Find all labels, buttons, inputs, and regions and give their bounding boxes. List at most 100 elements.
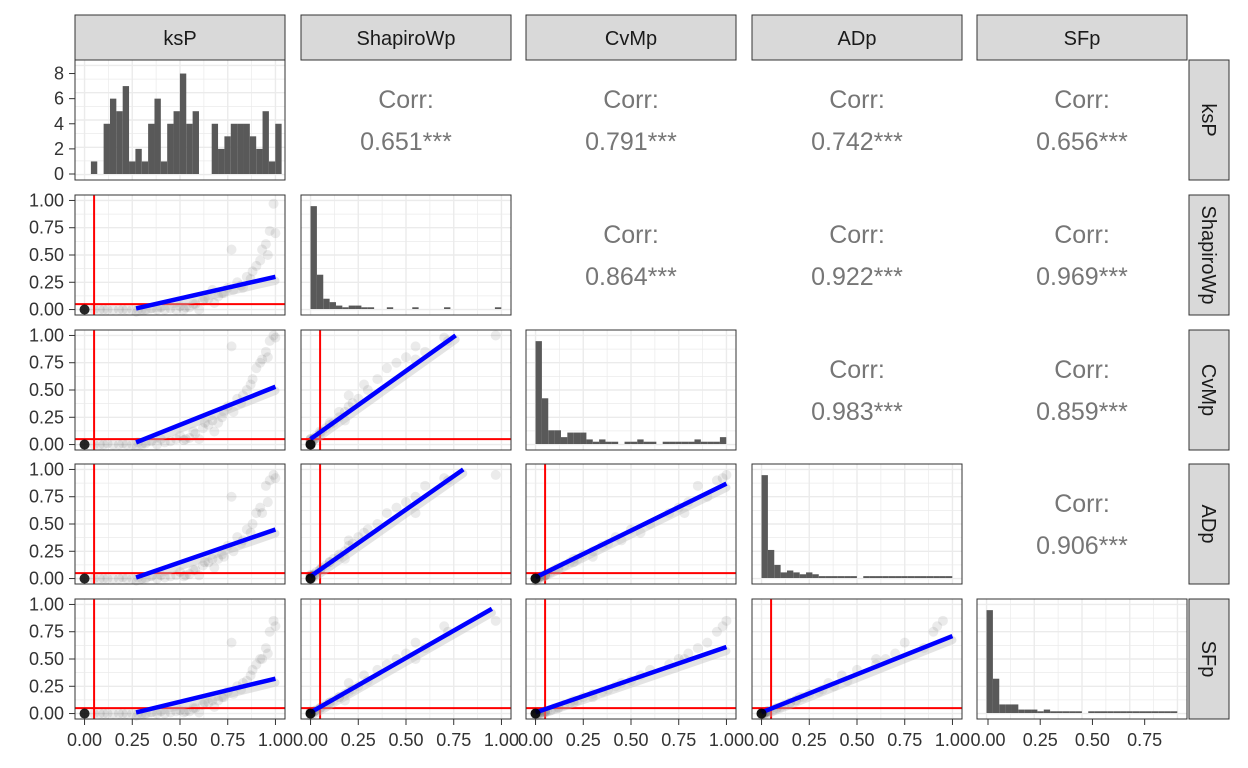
hist-bar [179,73,187,174]
panel-border [751,463,963,585]
scatter-point [270,473,281,484]
strip-top-CvMp [525,14,737,61]
hist-bar [786,570,794,578]
hist-bar [637,439,644,444]
regression-line [309,333,457,441]
scatter-point [199,697,210,708]
corr-label: Corr: [1054,221,1110,249]
y-tick-label: 0.75 [29,218,64,238]
corr-label: Corr: [829,86,885,114]
scatter-point [203,557,214,568]
y-tick-label: 0.50 [29,514,64,534]
y-tick-label: 0.50 [29,649,64,669]
strip-top-ksP [74,14,286,61]
scatter-point [203,293,214,304]
strip-right-CvMp [1188,329,1230,451]
scatter-point [372,374,383,385]
scatter-point [245,670,256,681]
scatter-point [98,304,109,315]
hist-bar [1126,711,1133,713]
scatter-point [270,228,281,239]
scatter-point [692,480,703,491]
corr-value: 0.651*** [360,128,452,156]
hist-bar [342,307,349,309]
y-tick-label: 0.00 [29,569,64,589]
scatter-point [228,406,239,417]
scatter-point [711,626,722,637]
corr-label: Corr: [1054,490,1110,518]
x-tick-label: 0.75 [661,730,696,750]
hist-bar [586,439,593,444]
hist-bar [237,123,244,174]
panel-CvMp-ksP [74,329,286,451]
scatter-point [197,423,208,434]
scatter-point [226,341,237,352]
hist-bar [713,441,720,444]
scatter-point [94,439,105,450]
scatter-point [113,439,124,450]
scatter-point [343,535,354,546]
scatter-point [410,341,421,352]
scatter-point [343,390,354,401]
scatter-point [184,433,195,443]
scatter-point [127,573,138,584]
regression-line [135,676,276,715]
strip-top-label-ShapiroWp: ShapiroWp [357,28,456,50]
scatter-point [165,707,176,718]
scatter-point [217,412,227,423]
hist-bar [1100,711,1108,713]
hist-bar [355,305,362,309]
panel-border [300,194,512,316]
scatter-point [180,570,191,581]
hist-bar [888,576,896,578]
scatter-point [197,560,208,571]
scatter-point [228,546,239,557]
hist-bar [837,576,845,578]
panel-ksP-ShapiroWp: Corr: 0.651*** [360,86,452,156]
scatter-point [207,553,218,564]
scatter-point [343,678,354,688]
hist-bar [548,430,555,444]
hist-bar [630,441,638,444]
strip-top-label-ADp: ADp [838,28,877,50]
hist-bar [920,576,927,578]
scatter-point [108,439,119,450]
hist-bar [688,441,695,444]
hist-bar [719,437,727,444]
hist-bar [1062,711,1070,713]
scatter-point [117,572,128,583]
scatter-point [241,524,252,535]
y-tick-label: 2 [54,139,64,159]
hist-bar [599,439,606,444]
scatter-point [251,363,262,374]
scatter-point [203,419,214,430]
x-tick-label: 0.50 [839,730,874,750]
scatter-point [251,659,262,670]
x-tick-label: 0.50 [388,730,423,750]
origin-cluster [79,708,90,719]
hist-bar [933,576,940,578]
hist-bar [1158,711,1165,713]
scatter-point [121,304,132,315]
scatter-point [391,502,402,513]
scatter-point [175,567,185,577]
scatter-point [381,508,392,519]
scatter-point [241,271,252,282]
scatter-point [247,519,258,529]
y-tick-label: 0.25 [29,407,64,427]
corr-value: 0.969*** [1036,263,1128,291]
hist-bar [694,439,701,444]
scatter-point [928,626,939,637]
scatter-point [159,304,170,315]
scatter-point [213,553,224,564]
scatter-point [226,491,237,502]
panel-border [300,463,512,585]
strip-top-label-CvMp: CvMp [605,28,657,50]
scatter-point [255,502,266,513]
hist-bar [1170,711,1178,713]
hist-bar [103,123,110,174]
scatter-point [635,527,646,538]
scatter-point [218,551,229,562]
scatter-point [94,304,105,315]
